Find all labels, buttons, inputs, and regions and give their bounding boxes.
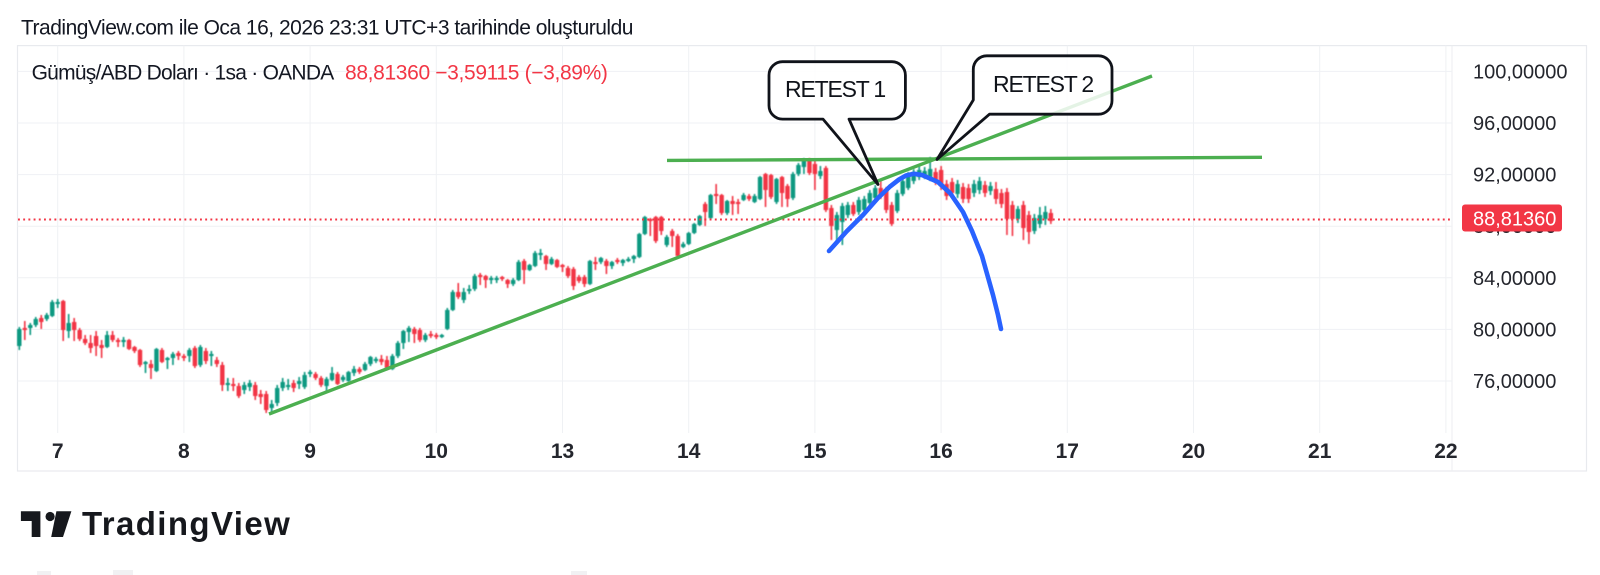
svg-text:22: 22 [1434,440,1457,463]
svg-text:13: 13 [551,440,574,463]
svg-text:92,00000: 92,00000 [1473,165,1556,187]
svg-text:15: 15 [803,440,827,463]
svg-text:88,81360 −3,59115 (−3,89%): 88,81360 −3,59115 (−3,89%) [345,62,608,85]
svg-text:Gümüş/ABD Doları · 1sa · OANDA: Gümüş/ABD Doları · 1sa · OANDA [32,62,335,85]
svg-text:14: 14 [677,440,701,463]
svg-text:9: 9 [304,440,316,463]
svg-text:16: 16 [929,440,952,463]
svg-text:10: 10 [425,440,448,463]
svg-text:7: 7 [52,440,64,463]
svg-text:17: 17 [1056,440,1079,463]
svg-text:96,00000: 96,00000 [1473,113,1556,135]
svg-text:TradingView: TradingView [82,505,291,542]
svg-text:21: 21 [1308,440,1332,463]
svg-text:8: 8 [178,440,190,463]
svg-text:100,00000: 100,00000 [1473,61,1568,83]
svg-text:RETEST 2: RETEST 2 [993,71,1093,97]
svg-text:20: 20 [1182,440,1205,463]
svg-text:84,00000: 84,00000 [1473,268,1556,290]
svg-text:80,00000: 80,00000 [1473,319,1556,341]
svg-text:88,81360: 88,81360 [1473,209,1556,231]
svg-text:76,00000: 76,00000 [1473,371,1556,393]
svg-text:RETEST 1: RETEST 1 [785,76,885,102]
svg-text:TradingView.com ile Oca 16, 20: TradingView.com ile Oca 16, 2026 23:31 U… [21,17,633,40]
